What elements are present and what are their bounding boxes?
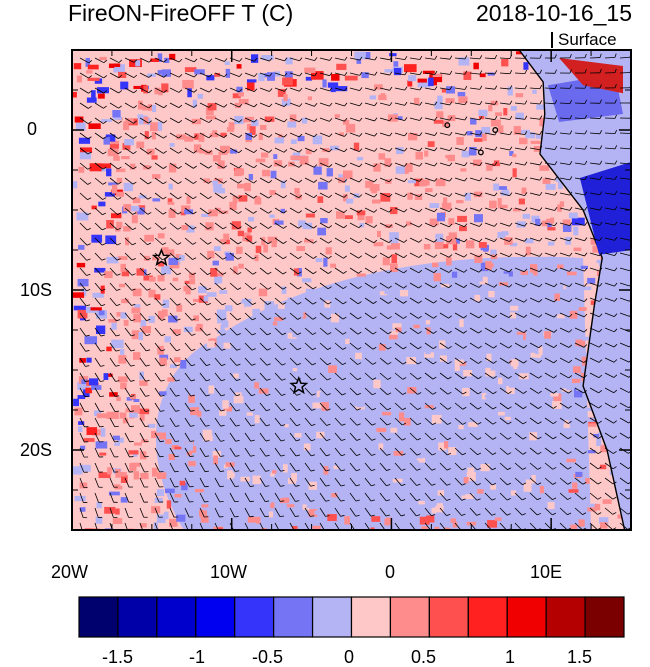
lat-tick-label: 0 <box>27 119 38 139</box>
colorbar-swatch <box>584 596 625 638</box>
colorbar-label: -1.5 <box>102 647 134 667</box>
colorbar-swatch <box>156 596 197 638</box>
lat-tick-label: 20S <box>20 440 53 460</box>
star-marker-north <box>151 247 171 267</box>
colorbar-swatch <box>467 596 508 638</box>
island-outline <box>477 149 484 156</box>
wind-barbs <box>79 53 631 530</box>
colorbar-label: -1 <box>189 647 206 667</box>
map-title: FireON-FireOFF T (C) <box>68 0 294 26</box>
lon-tick-label: 0 <box>385 562 396 582</box>
colorbar-swatch <box>350 596 392 638</box>
cool-anomaly-region <box>155 256 592 530</box>
lon-tick-label: 10E <box>530 562 563 582</box>
star-marker-south <box>289 375 309 395</box>
level-label: Surface <box>558 30 617 49</box>
island-outline <box>492 127 499 133</box>
colorbar-label: 0.5 <box>411 647 437 667</box>
colorbar-swatch <box>311 596 353 638</box>
island-outline <box>444 122 451 129</box>
land-warm-anomaly <box>559 58 624 94</box>
colorbar-swatch <box>117 596 158 638</box>
colorbar-label: 1.5 <box>567 647 593 667</box>
colorbar-swatch <box>545 596 586 638</box>
colorbar-swatch <box>78 596 119 638</box>
colorbar-label: 0 <box>344 647 355 667</box>
lon-tick-label: 20W <box>51 562 89 582</box>
coastline-africa <box>518 50 631 530</box>
colorbar-swatch <box>506 596 547 638</box>
lon-tick-label: 10W <box>210 562 248 582</box>
map-date: 2018-10-16_15 <box>475 0 632 26</box>
colorbar-swatch <box>234 596 275 638</box>
colorbar-swatch <box>428 596 469 638</box>
colorbar-label: -0.5 <box>252 647 284 667</box>
colorbar-swatch <box>195 596 236 638</box>
colorbar-label: 1 <box>505 647 516 667</box>
colorbar-swatch <box>389 596 430 638</box>
lat-tick-label: 10S <box>20 280 53 300</box>
colorbar-swatch <box>273 596 314 638</box>
